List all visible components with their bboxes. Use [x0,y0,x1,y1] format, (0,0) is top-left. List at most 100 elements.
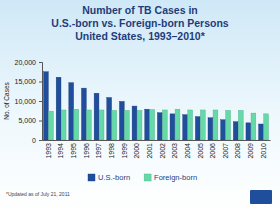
bar [44,72,49,140]
bar [183,115,188,140]
x-tick: 1998 [108,140,115,159]
footnote: *Updated as of July 21, 2011 [6,191,70,197]
x-tick: 1993 [45,140,52,159]
bar [259,124,264,140]
bar [69,83,74,140]
x-tick: 2003 [171,140,178,159]
y-tick-mark [39,62,42,63]
x-tick: 2009 [247,140,254,159]
x-tick-label: 2004 [184,143,191,159]
y-tick: 20,000 [15,59,42,66]
bars [44,72,269,140]
bar [107,97,112,140]
x-tick: 2006 [209,140,216,159]
x-tick-label: 2007 [222,143,229,159]
bar [175,109,180,140]
x-tick-label: 1995 [70,143,77,159]
x-tick: 2001 [146,140,153,159]
y-tick-mark [39,140,42,141]
x-tick-label: 2000 [133,143,140,159]
y-tick-label: 20,000 [15,59,37,66]
y-tick-label: 10,000 [15,98,37,105]
x-tick: 1996 [83,140,90,159]
y-tick: 0 [32,137,42,144]
legend-label: Foreign-born [154,173,197,182]
bar [213,110,218,140]
x-tick: 2008 [234,140,241,159]
y-tick: 10,000 [15,98,42,105]
bar [124,110,129,140]
plot: 0 5,000 10,000 15,000 20,000 1993 1994 1995 1996… [15,59,271,159]
bar [221,120,226,140]
bar [200,110,205,140]
bar [251,113,256,140]
x-tick: 2004 [184,140,191,159]
x-tick: 2007 [222,140,229,159]
title-line: U.S.-born vs. Foreign-born Persons [51,17,229,29]
bar [94,93,99,140]
bar [112,110,117,140]
y-tick-mark [39,82,42,83]
series [49,109,269,140]
bar [49,111,54,140]
title-line: Number of TB Cases in [82,4,198,16]
x-tick-label: 2005 [197,143,204,159]
x-tick-label: 2003 [171,143,178,159]
title: Number of TB Cases inU.S.-born vs. Forei… [51,4,229,42]
bar [195,117,200,140]
bar [74,109,79,140]
bar [137,110,142,140]
x-tick-label: 2002 [159,143,166,159]
x-tick: 2000 [133,140,140,159]
title-line: United States, 1993–2010* [75,30,205,42]
y-tick-label: 5,000 [18,117,36,124]
x-tick-label: 1994 [57,143,64,159]
y-tick: 15,000 [15,78,42,85]
x-tick-label: 2006 [209,143,216,159]
x-tick-label: 1993 [45,143,52,159]
bar [87,110,92,140]
y-tick-mark [39,101,42,102]
bar [162,110,167,140]
y-axis-title: No. of Cases [3,81,10,119]
legend-swatch [88,174,95,181]
bar [132,106,137,140]
series [44,72,264,140]
bar [233,122,238,140]
bar [264,114,269,140]
x-tick: 1994 [57,140,64,159]
chart: Number of TB Cases inU.S.-born vs. Forei… [0,0,280,210]
bar [150,110,155,140]
x-tick: 2002 [159,140,166,159]
x-tick-label: 2009 [247,143,254,159]
bar [170,114,175,140]
y-tick-label: 0 [32,137,36,144]
bar [99,110,104,140]
bar [226,110,231,140]
y-tick-mark [39,121,42,122]
bar [81,88,86,140]
bar [56,77,61,140]
y-tick-label: 15,000 [15,78,37,85]
legend: U.S.-born Foreign-born [88,173,197,182]
x-tick: 1999 [121,140,128,159]
legend-label: U.S.-born [98,173,130,182]
bar [145,109,150,140]
x-tick: 1997 [95,140,102,159]
x-tick: 2010 [260,140,267,159]
legend-swatch [144,174,151,181]
x-tick-label: 2010 [260,143,267,159]
y-tick: 5,000 [18,117,42,124]
bar [61,110,66,140]
bar [208,118,213,140]
logo [250,190,272,204]
x-tick-label: 2008 [234,143,241,159]
x-tick: 2005 [197,140,204,159]
y-axis: 0 5,000 10,000 15,000 20,000 [15,59,43,144]
bar [119,101,124,140]
x-tick-label: 1998 [108,143,115,159]
bar [188,110,193,140]
x-tick-label: 2001 [146,143,153,159]
y-axis-line [39,63,43,141]
x-axis-line [43,140,271,141]
